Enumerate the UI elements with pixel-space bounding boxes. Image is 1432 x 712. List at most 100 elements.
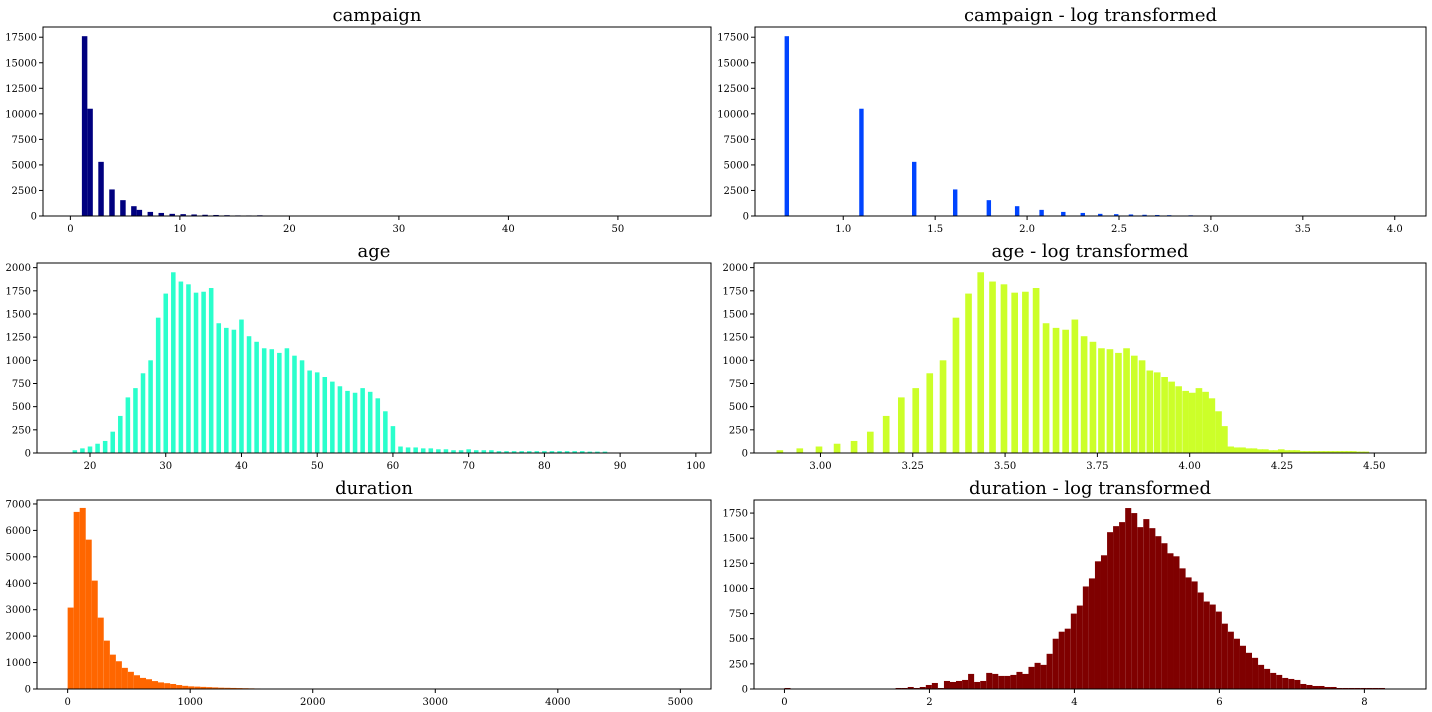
histogram-bar — [564, 451, 570, 453]
histogram-bar — [91, 580, 98, 689]
x-tick-label: 2000 — [300, 697, 325, 708]
y-tick-label: 2000 — [6, 632, 31, 643]
histogram-bar — [1227, 446, 1234, 453]
y-tick-label: 5000 — [12, 160, 37, 171]
histogram-bar — [926, 373, 934, 453]
histogram-bar — [1052, 638, 1059, 689]
histogram-bar — [1308, 451, 1316, 453]
histogram-bar — [1098, 213, 1103, 216]
histogram-bar — [261, 348, 267, 453]
histogram-bar — [1191, 581, 1198, 689]
axes-frame — [753, 262, 1427, 454]
histogram-bar — [1293, 450, 1301, 453]
histogram-bar — [73, 511, 80, 689]
y-tick-label: 500 — [729, 402, 748, 413]
axes-frame — [36, 499, 712, 690]
histogram-bar — [109, 654, 116, 689]
histogram-bar — [1378, 687, 1385, 689]
x-tick-label: 30 — [393, 224, 406, 235]
histogram-bar — [1362, 451, 1370, 453]
x-tick-label: 90 — [614, 461, 627, 472]
histogram-bar — [1239, 645, 1246, 689]
histogram-bar — [1288, 678, 1295, 689]
histogram-bar — [1250, 448, 1258, 453]
histogram-bar — [277, 352, 282, 453]
histogram-bar — [587, 451, 593, 453]
histogram-bar — [163, 293, 169, 453]
y-tick-label: 7000 — [6, 499, 31, 510]
histogram-bar — [1155, 214, 1160, 216]
histogram-bar — [322, 377, 328, 453]
histogram-bar — [85, 539, 92, 689]
histogram-bar — [943, 680, 950, 689]
y-tick-label: 500 — [729, 634, 748, 645]
histogram-bar — [1115, 352, 1122, 453]
y-tick-label: 0 — [742, 685, 748, 696]
histogram-bar — [120, 200, 126, 216]
histogram-bar — [1330, 686, 1337, 689]
histogram-bar — [1143, 519, 1150, 689]
histogram-bar — [1262, 449, 1269, 453]
y-tick-label: 2500 — [724, 186, 749, 197]
histogram-bar — [1161, 543, 1168, 689]
histogram-bar — [1318, 685, 1325, 689]
histogram-bar — [158, 682, 165, 689]
histogram-bar — [504, 451, 509, 453]
histogram-bar — [218, 687, 225, 689]
x-tick-label: 4000 — [545, 697, 570, 708]
histogram-bar — [519, 451, 524, 453]
x-tick-label: 50 — [311, 461, 324, 472]
histogram-bar — [1149, 528, 1156, 689]
y-tick-label: 1750 — [723, 286, 748, 297]
axes-frame — [753, 499, 1427, 690]
histogram-bar — [1209, 604, 1216, 689]
y-tick-label: 2000 — [723, 263, 748, 274]
y-tick-label: 0 — [25, 685, 31, 696]
histogram-bar — [955, 680, 963, 689]
y-tick-label: 17500 — [5, 33, 37, 44]
histogram-bar — [1046, 653, 1053, 689]
histogram-bar — [269, 349, 275, 453]
x-tick-label: 4.00 — [1179, 461, 1201, 472]
histogram-bar — [139, 677, 147, 689]
x-tick-label: 3.5 — [1295, 224, 1311, 235]
histogram-bar — [292, 355, 297, 453]
bars — [784, 508, 1385, 689]
y-tick-label: 17500 — [717, 33, 749, 44]
histogram-bar — [1153, 372, 1161, 453]
chart-title: duration - log transformed — [969, 478, 1211, 499]
y-tick-label: 500 — [12, 402, 31, 413]
histogram-bar — [925, 684, 932, 689]
histogram-bar — [307, 370, 312, 453]
histogram-bar — [1283, 450, 1291, 453]
histogram-bar — [212, 687, 219, 689]
histogram-bar — [398, 446, 403, 453]
histogram-bar — [992, 673, 999, 689]
x-tick-label: 1.0 — [835, 224, 851, 235]
histogram-bar — [155, 317, 161, 453]
chart-title: campaign — [332, 5, 421, 26]
axes-frame — [42, 26, 712, 217]
histogram-bar — [1004, 675, 1011, 689]
histogram-bar — [1221, 426, 1228, 453]
y-tick-label: 10000 — [717, 109, 749, 120]
x-tick-label: 4.50 — [1363, 461, 1385, 472]
x-tick-label: 2.0 — [1019, 224, 1035, 235]
histogram-bar — [1131, 513, 1138, 689]
histogram-bar — [895, 687, 902, 689]
histogram-bar — [1080, 212, 1085, 216]
x-tick-label: 3.50 — [994, 461, 1016, 472]
age-histogram-panel: age 20 30 40 50 60 70 80 90 10002505007501000125… — [6, 241, 712, 472]
histogram-bar — [1058, 631, 1065, 689]
histogram-bar — [87, 108, 93, 216]
histogram-bar — [176, 685, 183, 689]
histogram-bar — [72, 450, 78, 453]
histogram-bar — [330, 381, 335, 453]
campaign-log-histogram-panel: campaign - log transformed 1.0 1.5 2.0 2.5 3… — [717, 5, 1427, 235]
histogram-bar — [1324, 686, 1331, 689]
histogram-bar — [375, 398, 381, 453]
x-tick-label: 2.5 — [1111, 224, 1127, 235]
histogram-bar — [1341, 451, 1348, 453]
histogram-bar — [1336, 451, 1344, 453]
histogram-bar — [1032, 288, 1040, 453]
